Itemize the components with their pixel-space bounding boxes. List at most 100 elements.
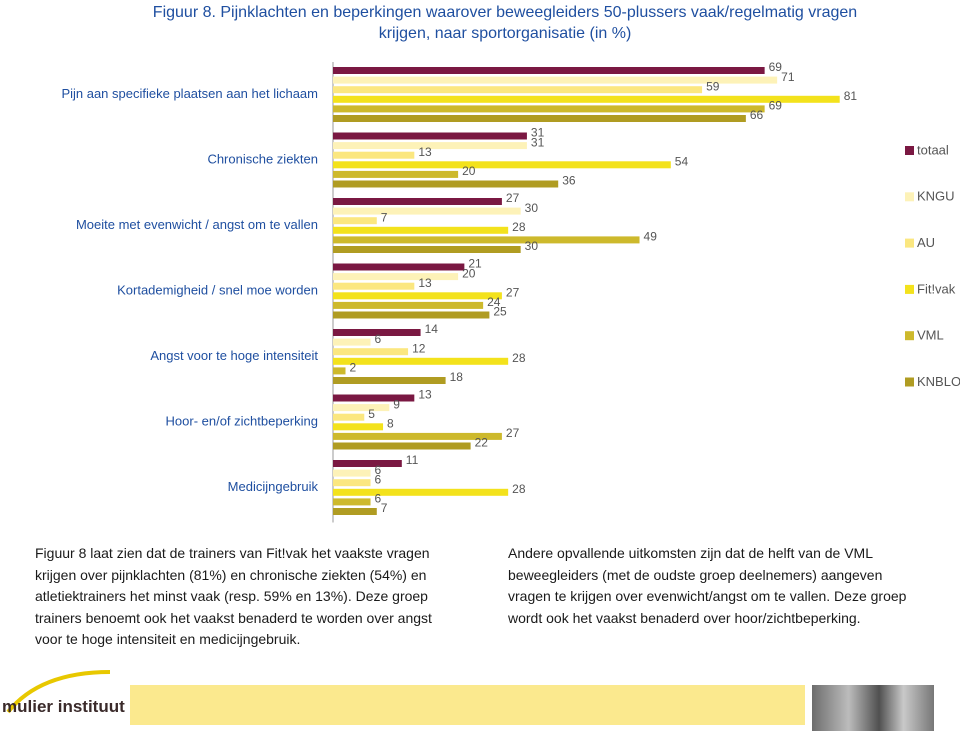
- value-label: 2: [350, 361, 357, 375]
- bar: [333, 273, 459, 281]
- category-label: Angst voor te hoge intensiteit: [150, 348, 318, 363]
- bar: [333, 442, 471, 450]
- value-label: 14: [425, 322, 439, 336]
- legend-swatch: [905, 238, 914, 248]
- text-line: Andere opvallende uitkomsten zijn dat de…: [508, 545, 874, 561]
- bar: [333, 263, 465, 271]
- bar: [333, 226, 509, 234]
- bar: [333, 460, 402, 467]
- value-label: 13: [418, 145, 432, 159]
- legend-swatch: [905, 192, 914, 202]
- bar: [333, 469, 371, 477]
- bar: [333, 432, 502, 440]
- value-label: 5: [368, 407, 375, 421]
- value-label: 27: [506, 285, 520, 299]
- value-label: 27: [506, 426, 520, 440]
- value-label: 21: [468, 257, 482, 271]
- value-label: 54: [675, 154, 689, 168]
- bar: [333, 394, 415, 402]
- value-label: 28: [512, 351, 526, 365]
- text-line: trainers benoemt ook het vaakst benaderd…: [35, 609, 432, 626]
- value-label: 30: [525, 201, 539, 215]
- value-label: 11: [406, 453, 419, 467]
- value-label: 6: [375, 463, 382, 477]
- value-label: 7: [381, 501, 388, 515]
- category-label: Moeite met evenwicht / angst om te valle…: [76, 217, 318, 232]
- value-label: 28: [512, 482, 526, 496]
- text-line: beweegleiders (met de oudste groep deeln…: [508, 566, 883, 583]
- bar: [333, 95, 840, 103]
- bar: [333, 180, 559, 188]
- value-label: 69: [769, 99, 783, 113]
- text-left: Figuur 8 laat zien dat de trainers van F…: [35, 543, 432, 651]
- bar: [333, 161, 671, 169]
- value-label: 20: [462, 164, 476, 178]
- value-label: 59: [706, 79, 720, 93]
- value-label: 22: [475, 436, 489, 450]
- value-label: 9: [393, 397, 400, 411]
- value-label: 36: [562, 174, 576, 188]
- value-label: 18: [450, 370, 464, 384]
- category-label: Hoor- en/of zichtbeperking: [166, 414, 318, 429]
- value-label: 13: [418, 276, 432, 290]
- value-label: 31: [531, 135, 545, 149]
- value-label: 66: [750, 108, 764, 122]
- legend-swatch: [905, 377, 914, 387]
- text-right: Andere opvallende uitkomsten zijn dat de…: [508, 543, 906, 629]
- bar: [333, 479, 371, 487]
- text-line: Figuur 8 laat zien dat de trainers van F…: [35, 545, 430, 561]
- value-label: 25: [493, 305, 507, 319]
- text-line: atletiektrainers het minst vaak (resp. 5…: [35, 588, 428, 604]
- bar: [333, 404, 390, 412]
- bar: [333, 207, 521, 215]
- value-label: 28: [512, 220, 526, 234]
- value-label: 69: [769, 60, 783, 74]
- text-line: wordt ook het vaakst benaderd over hoor/…: [508, 609, 861, 626]
- bar: [333, 338, 371, 346]
- value-label: 12: [412, 341, 426, 355]
- bar: [333, 86, 703, 94]
- text-line: krijgen over pijnklachten (81%) en chron…: [35, 566, 427, 583]
- bar: [333, 246, 521, 253]
- category-label: Chronische ziekten: [207, 152, 318, 167]
- value-label: 71: [781, 70, 795, 84]
- legend-label: totaal: [917, 142, 949, 157]
- legend-label: KNGU: [917, 189, 955, 204]
- logo-arc: [6, 670, 111, 714]
- bar: [333, 217, 377, 225]
- bar: [333, 508, 377, 515]
- bar: [333, 292, 502, 300]
- value-label: 27: [506, 191, 520, 205]
- value-label: 81: [844, 89, 858, 103]
- value-label: 49: [644, 230, 658, 244]
- bar: [333, 329, 421, 336]
- category-label: Pijn aan specifieke plaatsen aan het lic…: [61, 86, 318, 101]
- value-label: 31: [531, 126, 545, 140]
- footer-band: [130, 685, 805, 725]
- bar: [333, 311, 490, 319]
- value-label: 13: [418, 388, 432, 402]
- bar: [333, 367, 346, 375]
- value-label: 6: [375, 332, 382, 346]
- bar: [333, 301, 484, 309]
- category-label: Medicijngebruik: [228, 479, 319, 494]
- bar: [333, 282, 415, 290]
- text-line: voor te hoge intensiteit en medicijngebr…: [35, 631, 301, 647]
- legend-label: Fit!vak: [917, 281, 956, 296]
- value-label: 6: [375, 492, 382, 506]
- chart-title: Figuur 8. Pijnklachten en beperkingen wa…: [152, 4, 858, 42]
- legend-swatch: [905, 284, 914, 294]
- photo: [812, 685, 934, 731]
- legend-label: AU: [917, 235, 935, 250]
- bar: [333, 198, 502, 205]
- bar: [333, 132, 527, 140]
- text-line: vragen te krijgen over evenwicht/angst o…: [508, 588, 907, 604]
- bar: [333, 498, 371, 506]
- bar: [333, 236, 640, 244]
- bar: [333, 105, 765, 113]
- value-label: 30: [525, 239, 539, 253]
- legend-swatch: [905, 146, 914, 155]
- legend-swatch: [905, 331, 914, 341]
- value-label: 8: [387, 416, 394, 430]
